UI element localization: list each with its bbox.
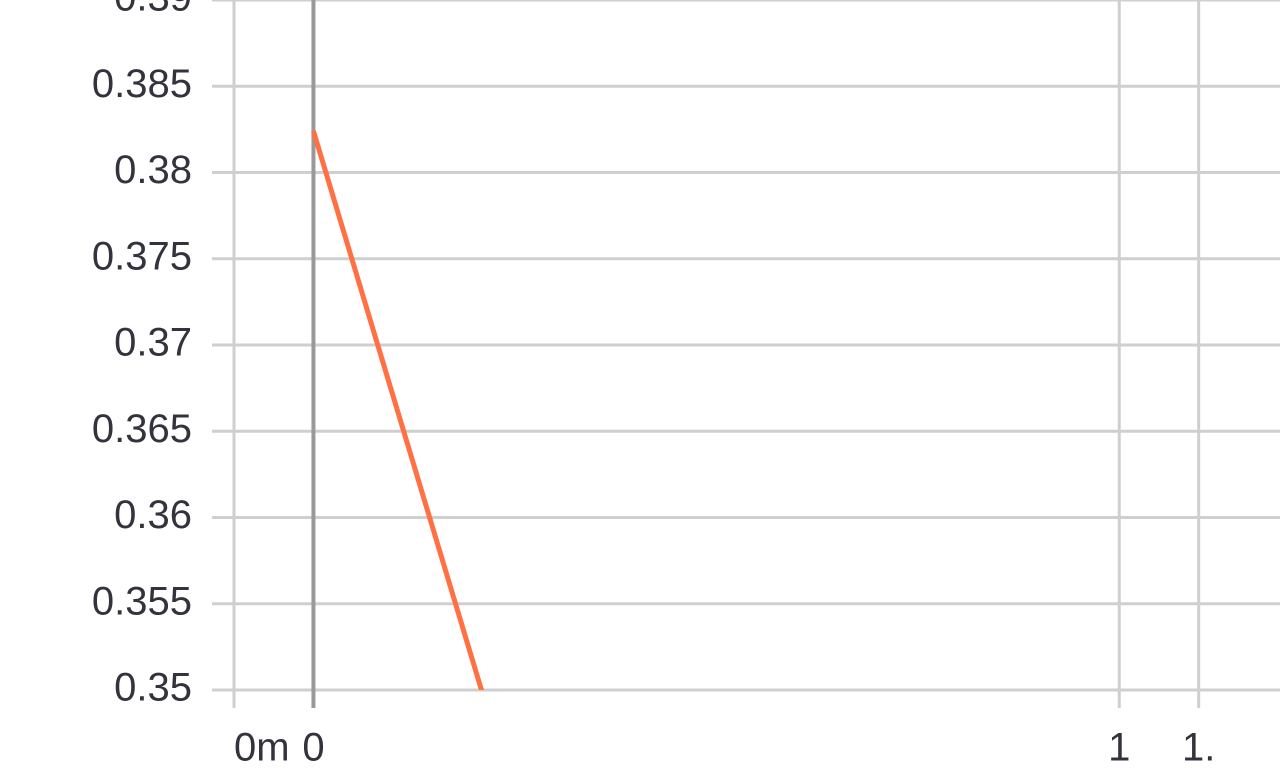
y-tick-label: 0.36 [114,493,192,537]
y-tick-label: 0.355 [92,579,192,623]
y-tick-label: 0.375 [92,234,192,278]
series-line [311,130,485,690]
y-tick-label: 0.37 [114,321,192,365]
x-tick-label: 0m [234,726,290,770]
labels: 0.35 0.355 0.36 0.365 0.37 0.375 0.38 0.385 0.39… [92,0,1215,770]
x-tick-label: 1. [1182,726,1215,770]
x-tick-label: 1 [1108,726,1130,770]
plot-area [311,130,485,690]
y-tick-label: 0.385 [92,62,192,106]
y-tick-label: 0.38 [114,148,192,192]
y-tick-label: 0.39 [114,0,192,20]
y-tick-label: 0.365 [92,407,192,451]
grid [212,0,1280,708]
x-tick-label: 0 [302,726,324,770]
y-tick-label: 0.35 [114,666,192,710]
